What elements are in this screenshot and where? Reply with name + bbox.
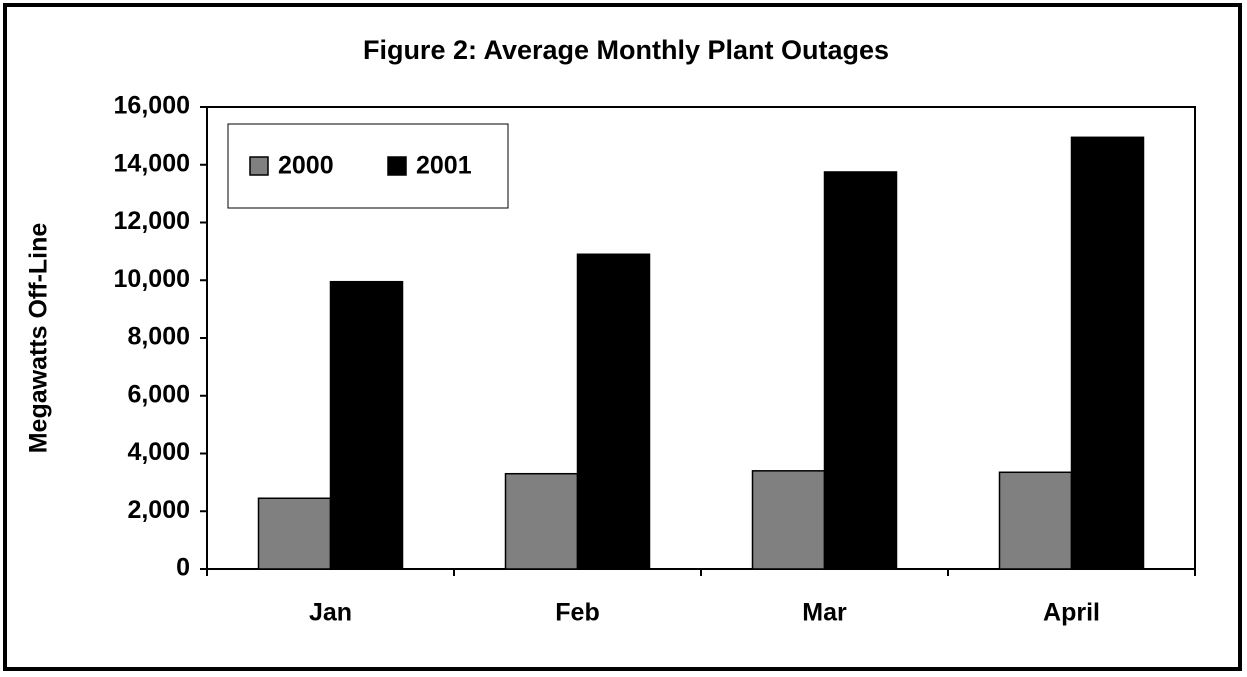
- y-tick-label: 6,000: [127, 380, 190, 408]
- bar: [576, 253, 651, 570]
- bar: [1070, 136, 1145, 570]
- y-tick-label: 16,000: [114, 92, 190, 120]
- x-tick-label: Jan: [309, 599, 352, 627]
- y-axis-label: Megawatts Off-Line: [25, 223, 53, 454]
- bar: [329, 280, 404, 570]
- x-tick-label: Mar: [802, 599, 847, 627]
- chart-title: Figure 2: Average Monthly Plant Outages: [363, 35, 889, 65]
- y-tick-label: 2,000: [127, 496, 190, 524]
- bar: [257, 497, 332, 570]
- bar: [823, 171, 898, 570]
- x-tick-label: Feb: [555, 599, 599, 627]
- legend-swatch: [249, 156, 269, 176]
- legend-label: 2000: [278, 152, 334, 180]
- legend-label: 2001: [416, 152, 472, 180]
- legend-swatch: [387, 156, 407, 176]
- legend-box: [227, 123, 509, 209]
- bar: [504, 472, 579, 570]
- y-tick-label: 14,000: [114, 149, 190, 177]
- y-tick-label: 0: [176, 554, 190, 582]
- y-tick-label: 12,000: [114, 207, 190, 235]
- bar: [751, 470, 826, 570]
- bar: [998, 471, 1073, 570]
- y-tick-label: 10,000: [114, 265, 190, 293]
- y-tick-label: 4,000: [127, 438, 190, 466]
- x-tick-label: April: [1043, 599, 1100, 627]
- y-tick-label: 8,000: [127, 323, 190, 351]
